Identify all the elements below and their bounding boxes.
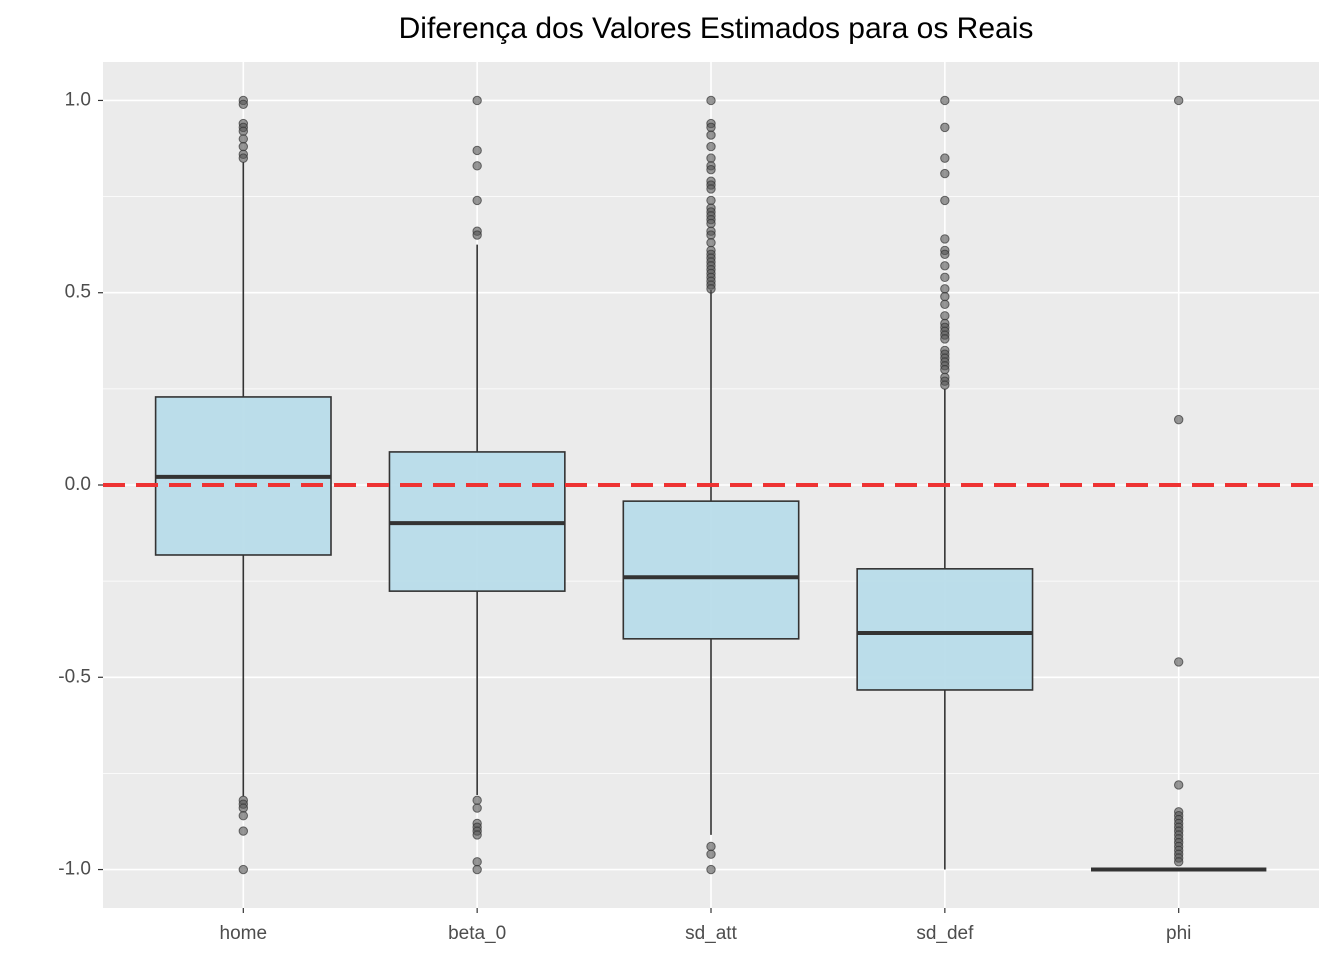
- outlier: [238, 864, 249, 875]
- outlier: [706, 218, 716, 229]
- outlier: [940, 272, 950, 283]
- x-tick-label: home: [220, 923, 268, 944]
- y-tick-label: 0.0: [65, 474, 91, 495]
- outlier: [706, 153, 716, 163]
- outlier: [940, 380, 950, 390]
- outlier: [706, 230, 716, 240]
- chart-title: Diferença dos Valores Estimados para os …: [399, 12, 1034, 45]
- outlier: [472, 857, 482, 867]
- outlier: [706, 284, 716, 294]
- outlier: [706, 164, 716, 175]
- outlier: [940, 195, 950, 206]
- y-tick-label: -0.5: [58, 666, 91, 687]
- outlier: [940, 168, 950, 179]
- box: [856, 568, 1034, 691]
- x-tick-label: phi: [1166, 923, 1191, 944]
- outlier: [238, 99, 249, 110]
- outlier: [472, 795, 482, 806]
- outlier: [472, 803, 482, 813]
- outlier: [472, 145, 482, 156]
- outlier: [472, 230, 482, 240]
- outlier: [940, 153, 950, 163]
- outlier: [1173, 95, 1184, 106]
- outlier: [472, 161, 482, 171]
- outlier: [472, 95, 482, 106]
- outlier: [1173, 414, 1184, 425]
- outlier: [1173, 780, 1184, 790]
- outlier: [706, 122, 716, 133]
- outlier: [706, 195, 716, 206]
- y-tick-label: -1.0: [58, 859, 91, 880]
- outlier: [706, 841, 716, 852]
- outlier: [940, 311, 950, 321]
- y-tick-label: 0.5: [65, 282, 91, 303]
- box: [622, 500, 800, 640]
- outlier: [238, 141, 249, 152]
- outlier: [940, 334, 950, 344]
- outlier: [238, 826, 249, 836]
- x-tick-label: sd_def: [916, 923, 974, 944]
- outlier: [706, 864, 716, 875]
- outlier: [706, 141, 716, 152]
- outlier: [706, 849, 716, 859]
- outlier: [940, 299, 950, 309]
- outlier: [472, 830, 482, 840]
- outlier: [706, 184, 716, 194]
- outlier: [940, 249, 950, 259]
- outlier: [1173, 857, 1184, 867]
- x-tick-label: sd_att: [685, 923, 737, 944]
- outlier: [472, 864, 482, 875]
- outlier: [940, 95, 950, 106]
- outlier: [472, 195, 482, 206]
- outlier: [238, 811, 249, 821]
- outlier: [238, 153, 249, 163]
- outlier: [940, 122, 950, 133]
- outlier: [940, 234, 950, 244]
- outlier: [706, 95, 716, 106]
- x-tick-label: beta_0: [448, 923, 506, 944]
- outlier: [940, 284, 950, 294]
- outlier: [238, 134, 249, 144]
- outlier: [238, 803, 249, 813]
- outlier: [238, 126, 249, 136]
- outlier: [940, 261, 950, 271]
- outlier: [706, 130, 716, 140]
- outlier: [940, 291, 950, 302]
- outlier: [706, 238, 716, 248]
- outlier: [940, 364, 950, 375]
- outlier: [1173, 657, 1184, 667]
- y-tick-label: 1.0: [65, 89, 91, 110]
